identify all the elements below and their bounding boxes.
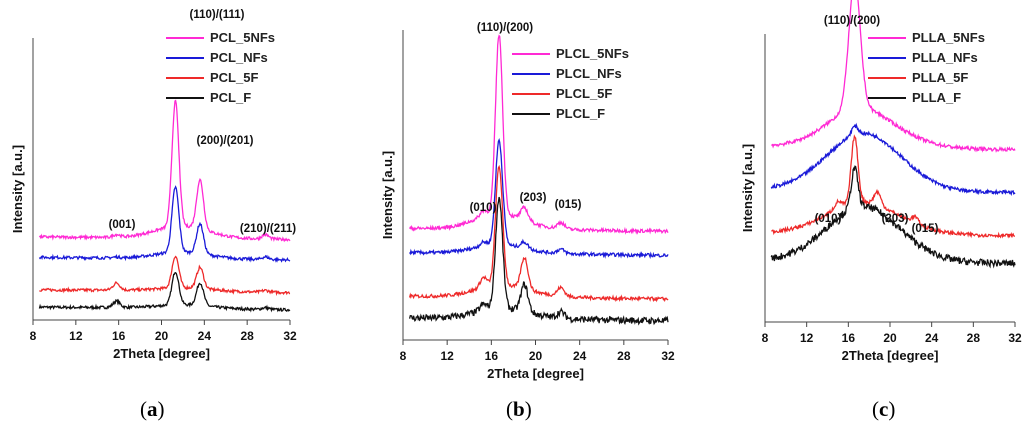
x-tick-label: 28 [240,329,254,343]
chart-panel-c: 8 12 16 20 24 28 32 2Theta [degree] Intensity [a… [740,0,1022,363]
peak-label: (110)/(111) [190,9,245,21]
y-axis-label: Intensity [a.u.] [10,145,25,233]
x-tick-label: 24 [925,331,939,345]
peak-label: (015) [912,223,939,235]
legend-label: PCL_5F [210,70,258,85]
x-axis-label: 2Theta [degree] [487,366,584,381]
legend-label: PCL_F [210,90,251,105]
panel-caption-c-letter: c [879,397,889,421]
legend-label: PLLA_F [912,90,961,105]
legend: PLLA_5NFs PLLA_NFs PLLA_5F PLLA_F [868,30,985,105]
panel-caption-a-letter: a [147,397,158,421]
peak-label: (200)/(201) [197,135,254,147]
x-tick-label: 8 [30,329,37,343]
legend-label: PLCL_5NFs [556,46,629,61]
y-axis-label: Intensity [a.u.] [740,144,755,232]
series-line-pcl-5f [39,255,291,297]
series-line-plla-f [770,165,1016,269]
x-tick-label: 20 [155,329,169,343]
legend: PCL_5NFs PCL_NFs PCL_5F PCL_F [166,30,275,105]
series-line-pcl-nfs [38,185,291,263]
peak-label: (001) [109,219,136,231]
peak-label: (203) [520,192,547,204]
legend-label: PLLA_5NFs [912,30,985,45]
legend-label: PCL_5NFs [210,30,275,45]
legend-label: PLLA_NFs [912,50,978,65]
legend-label: PLCL_NFs [556,66,622,81]
legend-label: PLCL_5F [556,86,612,101]
x-axis-label: 2Theta [degree] [113,346,210,361]
legend-label: PCL_NFs [210,50,268,65]
peak-label: (210)/(211) [240,223,296,235]
x-tick-label: 32 [283,329,297,343]
x-tick-label: 28 [967,331,981,345]
panel-caption-c: (c) [872,397,896,421]
x-axis-label: 2Theta [degree] [842,348,939,363]
panel-caption-b: (b) [506,397,532,421]
peak-label: (203) [882,213,909,225]
x-tick-label: 8 [762,331,769,345]
x-tick-label: 32 [1008,331,1022,345]
legend: PLCL_5NFs PLCL_NFs PLCL_5F PLCL_F [512,46,629,121]
series-line-plcl-f [408,196,669,326]
y-axis-label: Intensity [a.u.] [380,151,395,239]
x-tick-label: 24 [573,349,587,363]
x-tick-label: 16 [485,349,499,363]
series-line-plla-5nfs [771,0,1016,153]
peak-label: (010) [815,213,842,225]
peak-label: (110)/(200) [824,15,880,27]
peak-label: (015) [555,199,582,211]
x-tick-label: 12 [800,331,814,345]
chart-panel-a: 8 12 16 20 24 28 32 2Theta [degree] Intensity [a… [10,9,297,361]
series-line-plcl-5f [408,164,669,303]
series-line-plcl-5nfs [409,34,669,235]
peak-label: (010) [470,202,497,214]
panel-caption-b-letter: b [513,397,525,421]
x-tick-label: 16 [842,331,856,345]
series-line-plla-5f [771,134,1015,239]
x-tick-label: 8 [400,349,407,363]
x-tick-label: 12 [440,349,454,363]
x-tick-label: 32 [661,349,675,363]
x-tick-label: 20 [883,331,897,345]
peak-label: (110)/(200) [477,22,533,34]
series-line-pcl-5nfs [38,99,291,243]
x-tick-label: 20 [529,349,543,363]
chart-panel-b: 8 12 16 20 24 28 32 2Theta [degree] Intensity [a… [380,22,675,381]
legend-label: PLCL_F [556,106,605,121]
panel-caption-a: (a) [140,397,165,421]
x-tick-label: 16 [112,329,126,343]
series-line-pcl-f [38,271,291,313]
x-tick-label: 28 [617,349,631,363]
series-line-plcl-nfs [409,137,669,259]
x-tick-label: 12 [69,329,83,343]
series-line-plla-nfs [770,122,1016,197]
x-tick-label: 24 [198,329,212,343]
legend-label: PLLA_5F [912,70,968,85]
